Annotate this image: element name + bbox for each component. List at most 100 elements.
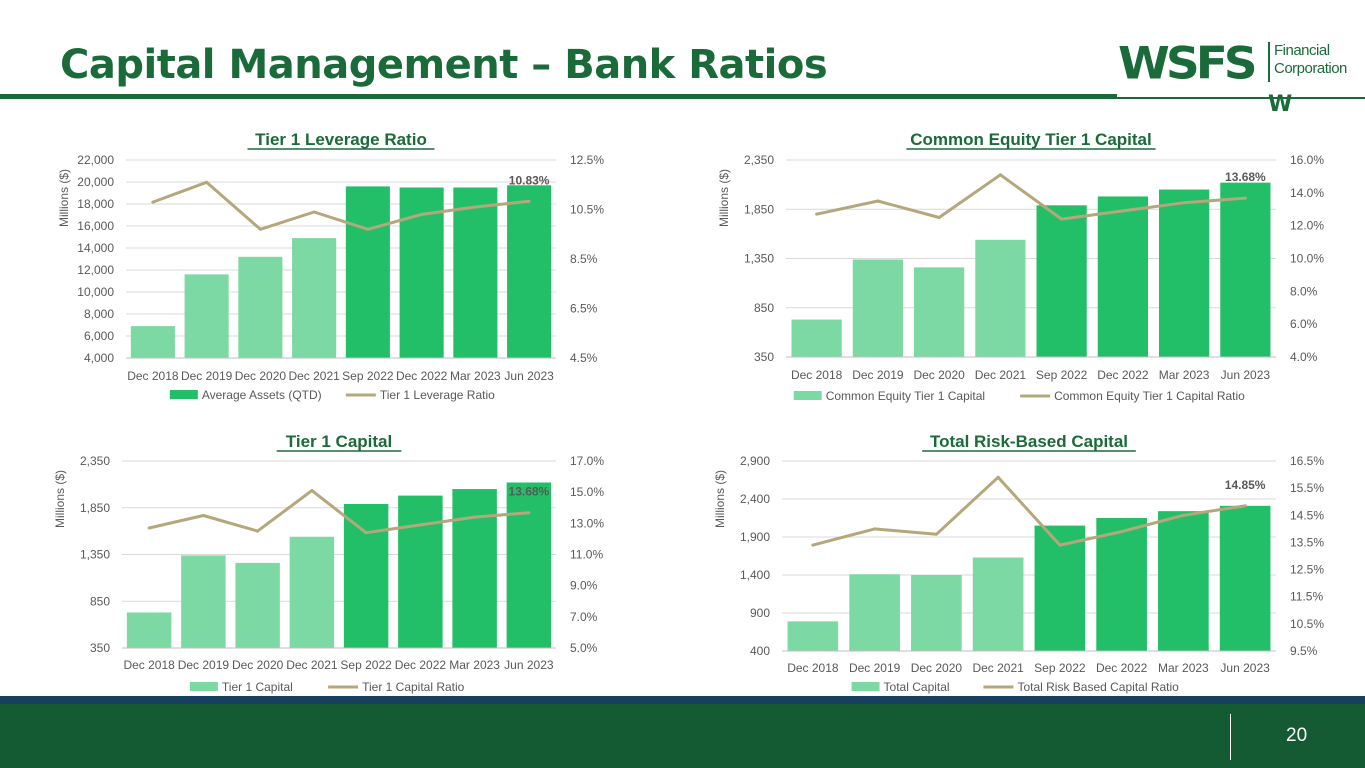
legend-swatch-bar	[169, 390, 198, 399]
y-tick-label: 2,350	[80, 454, 110, 468]
x-tick-label: Dec 2019	[852, 368, 904, 382]
ratio-point	[998, 173, 1002, 177]
bar	[911, 575, 962, 651]
x-tick-label: Dec 2022	[396, 369, 448, 383]
ratio-line	[812, 475, 1246, 547]
bar	[849, 574, 900, 651]
legend-label-line: Tier 1 Leverage Ratio	[380, 388, 495, 402]
x-tick-label: Dec 2018	[791, 368, 843, 382]
ratio-point	[151, 200, 155, 204]
ratio-point	[473, 515, 477, 519]
legend-label-line: Common Equity Tier 1 Capital Ratio	[1054, 389, 1245, 403]
ratio-point	[527, 511, 531, 515]
y2-tick-label: 5.0%	[570, 641, 598, 655]
x-tick-label: Dec 2021	[972, 661, 1024, 675]
x-tick-label: Jun 2023	[1221, 368, 1271, 382]
y2-tick-label: 17.0%	[570, 454, 604, 468]
y-tick-label: 900	[750, 606, 770, 620]
bar	[1096, 518, 1147, 651]
y-tick-label: 2,900	[740, 454, 770, 468]
y-tick-label: 6,000	[84, 329, 114, 343]
bar	[238, 256, 283, 358]
x-tick-label: Dec 2019	[849, 661, 901, 675]
bar	[292, 238, 337, 358]
x-tick-label: Dec 2022	[1097, 368, 1149, 382]
bar	[914, 267, 965, 357]
x-tick-label: Dec 2018	[787, 661, 839, 675]
ratio-line	[816, 173, 1246, 221]
y2-tick-label: 13.5%	[1290, 535, 1324, 549]
bar	[181, 555, 226, 648]
bar	[345, 186, 390, 358]
y2-tick-label: 10.5%	[570, 203, 604, 217]
y-tick-label: 16,000	[77, 219, 114, 233]
ratio-point	[876, 199, 880, 203]
ratio-point	[1060, 217, 1064, 221]
ratio-line	[148, 489, 530, 535]
x-tick-label: Mar 2023	[1158, 661, 1209, 675]
ratio-point	[310, 489, 314, 493]
y2-tick-label: 6.5%	[570, 302, 598, 316]
ratio-point	[205, 180, 209, 184]
ratio-point	[420, 212, 424, 216]
x-tick-label: Sep 2022	[342, 369, 394, 383]
bar	[1159, 189, 1210, 357]
x-tick-label: Sep 2022	[1034, 661, 1086, 675]
y2-tick-label: 16.0%	[1290, 153, 1324, 167]
bar	[343, 504, 389, 648]
chart-title: Tier 1 Leverage Ratio	[255, 130, 427, 149]
y-tick-label: 1,350	[744, 252, 774, 266]
ratio-point	[815, 212, 819, 216]
x-tick-label: Dec 2018	[123, 658, 175, 672]
title-rule-right	[1117, 97, 1365, 99]
y-tick-label: 12,000	[77, 263, 114, 277]
y-tick-label: 4,000	[84, 351, 114, 365]
legend-label-bar: Total Capital	[884, 680, 950, 694]
bar	[1097, 196, 1148, 357]
chart-title: Common Equity Tier 1 Capital	[910, 130, 1152, 149]
x-tick-label: Mar 2023	[450, 369, 501, 383]
bar	[852, 259, 903, 357]
ratio-point	[996, 475, 1000, 479]
legend-label-bar: Tier 1 Capital	[222, 680, 293, 694]
chart-cet1-capital: Common Equity Tier 1 Capital 350 850 1,350 1…	[717, 130, 1324, 403]
ratio-point	[1058, 543, 1062, 547]
y2-tick-label: 11.0%	[570, 548, 603, 562]
y-axis-label: Millions ($)	[713, 470, 727, 528]
bar	[791, 319, 842, 357]
ratio-point	[258, 227, 262, 231]
x-tick-label: Dec 2020	[235, 369, 287, 383]
ratio-point	[873, 527, 877, 531]
y-tick-label: 1,900	[740, 530, 770, 544]
y2-tick-label: 9.0%	[570, 579, 598, 593]
y2-tick-label: 9.5%	[1290, 644, 1318, 658]
x-tick-label: Mar 2023	[449, 658, 500, 672]
y-tick-label: 850	[90, 594, 110, 608]
bar	[1036, 205, 1087, 357]
bar	[126, 612, 172, 648]
y-tick-label: 8,000	[84, 307, 114, 321]
bar	[453, 187, 498, 358]
legend-label-bar: Average Assets (QTD)	[202, 388, 322, 402]
x-tick-label: Dec 2022	[395, 658, 447, 672]
legend-label-bar: Common Equity Tier 1 Capital	[826, 389, 985, 403]
y-tick-label: 350	[754, 350, 774, 364]
ratio-point	[937, 215, 941, 219]
y2-tick-label: 7.0%	[570, 610, 598, 624]
y2-tick-label: 12.5%	[570, 153, 604, 167]
logo-subtitle: Financial Corporation	[1268, 42, 1350, 82]
logo-wordmark: WSFS	[1118, 37, 1258, 90]
y2-tick-label: 11.5%	[1290, 590, 1323, 604]
data-label: 13.68%	[1225, 170, 1266, 184]
y-tick-label: 400	[750, 644, 770, 658]
ratio-point	[1121, 209, 1125, 213]
y2-tick-label: 8.5%	[570, 252, 598, 266]
x-tick-label: Dec 2022	[1096, 661, 1148, 675]
ratio-point	[201, 514, 205, 518]
ratio-point	[147, 526, 151, 530]
y-tick-label: 2,350	[744, 153, 774, 167]
x-tick-label: Dec 2020	[911, 661, 963, 675]
bar	[452, 489, 497, 648]
y2-tick-label: 14.0%	[1290, 186, 1324, 200]
legend-swatch-bar	[851, 682, 880, 691]
